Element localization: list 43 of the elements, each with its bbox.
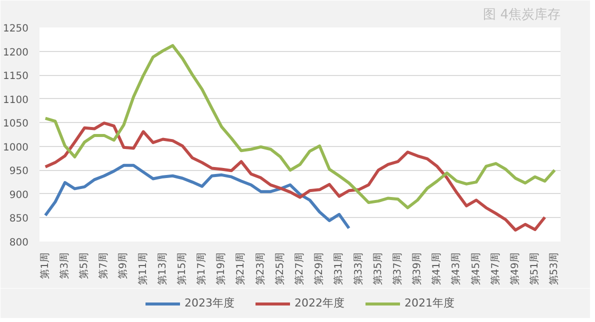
x-tick-label: 第33周 (352, 252, 364, 286)
x-tick-label: 第21周 (234, 252, 247, 286)
y-tick-label: 1150 (3, 71, 29, 82)
y-tick-label: 1250 (3, 24, 29, 34)
x-tick-label: 第13周 (156, 252, 168, 286)
x-tick-label: 第37周 (391, 252, 404, 286)
y-tick-label: 850 (9, 214, 29, 225)
x-tick-label: 第53周 (548, 252, 560, 286)
line-series (44, 44, 556, 210)
x-tick-label: 第31周 (332, 252, 345, 286)
x-tick-label: 第25周 (274, 252, 286, 286)
legend-label: 2021年度 (404, 296, 454, 310)
x-tick-label: 第35周 (372, 252, 384, 286)
y-tick-label: 1050 (3, 118, 29, 130)
legend-label: 2022年度 (294, 296, 344, 310)
x-tick-label: 第15周 (176, 252, 188, 286)
x-tick-label: 第45周 (470, 252, 482, 286)
x-tick-label: 第43周 (450, 252, 462, 286)
x-tick-label: 第7周 (98, 252, 110, 279)
y-tick-label: 950 (9, 166, 29, 178)
x-tick-label: 第19周 (215, 252, 228, 286)
x-tick-label: 第49周 (508, 252, 521, 286)
x-tick-label: 第1周 (38, 252, 51, 279)
y-tick-label: 1100 (3, 94, 29, 106)
x-tick-label: 第23周 (254, 252, 266, 286)
x-tick-label: 第9周 (117, 252, 130, 279)
x-tick-label: 第11周 (136, 252, 149, 286)
line-series (44, 122, 546, 232)
x-tick-label: 第29周 (313, 252, 326, 286)
x-tick-label: 第41周 (430, 252, 443, 286)
x-tick-label: 第39周 (411, 252, 424, 286)
legend-label: 2023年度 (184, 296, 234, 310)
x-tick-label: 第17周 (196, 252, 208, 286)
x-tick-label: 第47周 (489, 252, 502, 286)
y-tick-label: 1000 (3, 142, 29, 154)
x-tick-label: 第27周 (294, 252, 306, 286)
y-tick-label: 1200 (3, 47, 29, 58)
y-tick-label: 900 (9, 190, 29, 201)
x-tick-label: 第51周 (528, 252, 541, 286)
line-series (44, 164, 350, 230)
y-tick-label: 800 (9, 238, 29, 248)
x-tick-label: 第5周 (78, 252, 90, 279)
x-tick-label: 第3周 (58, 252, 70, 279)
